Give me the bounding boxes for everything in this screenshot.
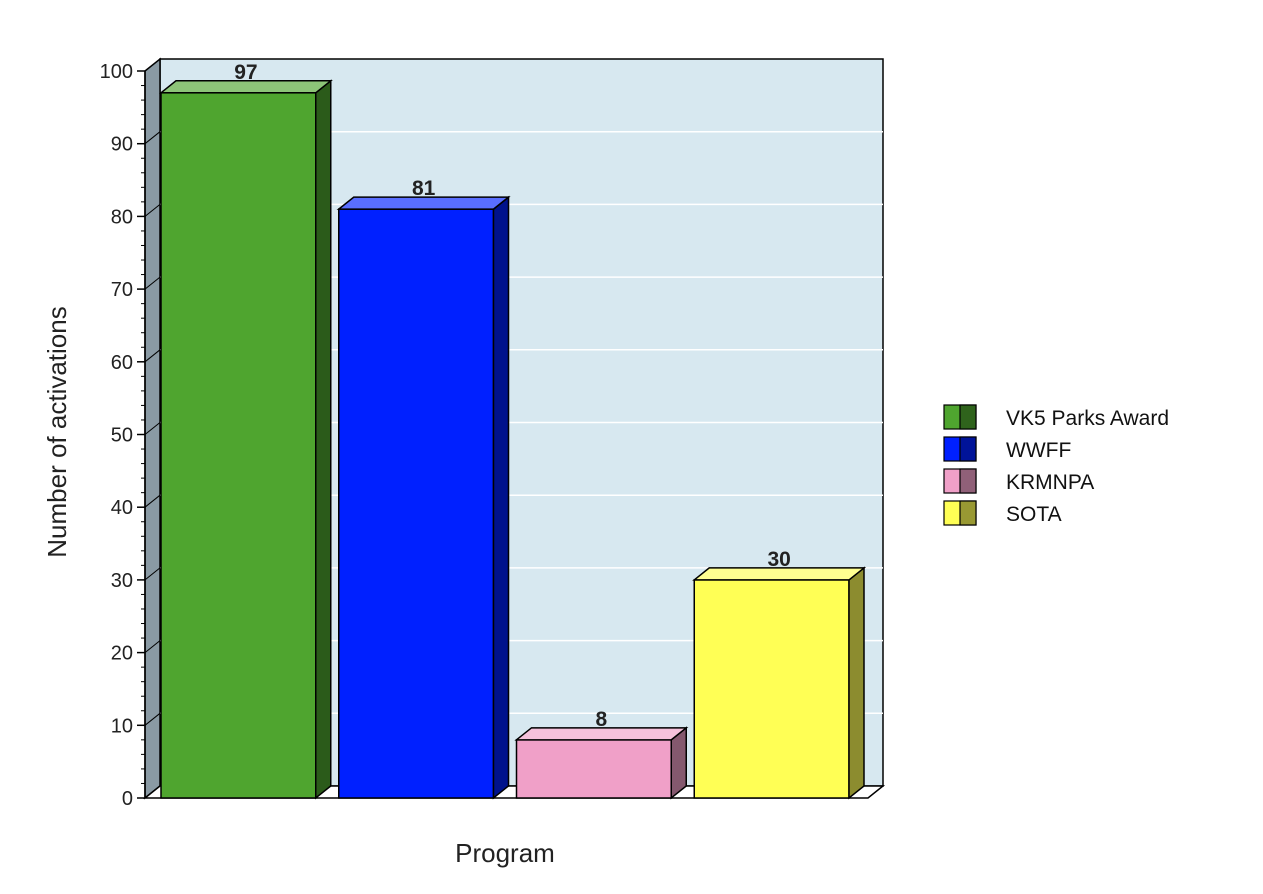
bar-front [160, 92, 317, 799]
bar-krmnpa [514, 726, 689, 800]
wall-gridline [144, 712, 161, 726]
wall-gridline [144, 276, 161, 290]
bar-top [158, 80, 333, 94]
bar-top [336, 196, 511, 210]
bar-wwff [336, 195, 511, 800]
y-tick-label: 70 [111, 279, 133, 301]
bar-sota [692, 566, 867, 800]
y-tick-label: 40 [111, 497, 133, 519]
y-tick-label: 20 [111, 643, 133, 665]
legend-label: VK5 Parks Award [1006, 407, 1169, 430]
bar-front [693, 579, 850, 799]
wall-gridline [144, 567, 161, 581]
legend-item: KRMNPA [943, 468, 1094, 494]
y-tick-label: 0 [122, 788, 133, 810]
legend-item: VK5 Parks Award [943, 404, 1169, 430]
bar-side [492, 195, 510, 800]
data-label: 30 [767, 548, 790, 571]
legend-swatch-shade [959, 404, 977, 430]
y-tick-label: 90 [111, 134, 133, 156]
y-tick-label: 50 [111, 425, 133, 447]
y-tick-label: 100 [100, 61, 133, 83]
legend-label: KRMNPA [1006, 471, 1094, 494]
x-axis-title: Program [455, 838, 555, 868]
legend-label: WWFF [1006, 439, 1071, 462]
y-tick-label: 60 [111, 352, 133, 374]
wall-gridline [144, 494, 161, 508]
data-labels: 97 81 8 30 [234, 61, 791, 731]
y-tick-label: 80 [111, 206, 133, 228]
legend-swatch-shade [959, 436, 977, 462]
y-tick-label: 30 [111, 570, 133, 592]
bar-front [515, 739, 672, 799]
data-label: 8 [596, 708, 608, 731]
y-axis: 0 10 20 30 40 50 60 70 80 90 100 [100, 61, 146, 810]
legend: VK5 Parks Award WWFF KRMNPA SOTA [943, 404, 1169, 526]
legend-swatch-shade [959, 468, 977, 494]
legend-item: SOTA [943, 500, 1062, 526]
bar-vk5-parks-award [158, 79, 333, 800]
data-label: 97 [234, 61, 257, 84]
y-axis-title: Number of activations [42, 306, 72, 557]
bar-side [315, 79, 332, 800]
legend-swatch-shade [959, 500, 977, 526]
wall-gridline [144, 640, 161, 653]
wall-gridline [144, 131, 161, 145]
bar-top [514, 727, 689, 741]
y-tick-label: 10 [111, 715, 133, 737]
legend-item: WWFF [943, 436, 1071, 462]
data-label: 81 [412, 177, 436, 200]
wall-gridline [144, 422, 161, 435]
bar-front [338, 208, 495, 799]
bar-top [692, 567, 867, 581]
bar-side [848, 566, 865, 800]
bars [158, 79, 867, 800]
wall-gridline [144, 204, 161, 217]
legend-label: SOTA [1006, 503, 1062, 526]
wall-gridline [144, 349, 161, 363]
